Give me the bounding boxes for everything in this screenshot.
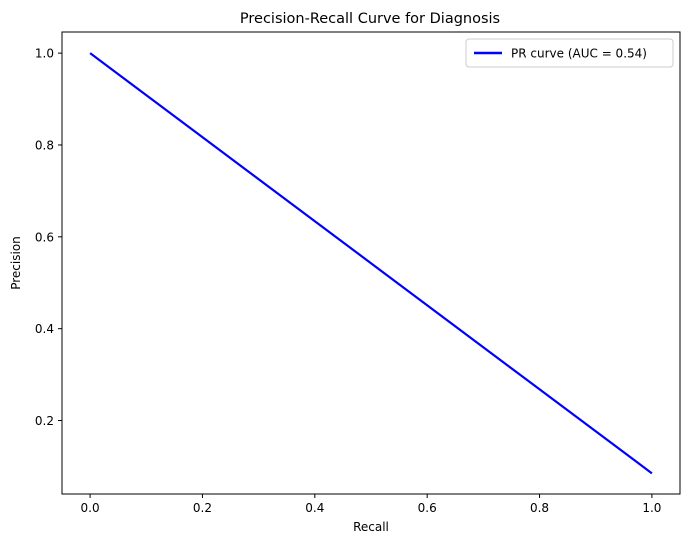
y-tick-label: 1.0 bbox=[35, 47, 54, 61]
y-axis-label: Precision bbox=[9, 236, 23, 290]
y-tick-label: 0.6 bbox=[35, 230, 54, 244]
chart-title: Precision-Recall Curve for Diagnosis bbox=[240, 11, 500, 27]
x-tick-label: 0.2 bbox=[193, 501, 212, 515]
x-tick-label: 1.0 bbox=[642, 501, 661, 515]
y-tick-label: 0.4 bbox=[35, 322, 54, 336]
series-line-0 bbox=[89, 52, 653, 475]
x-tick-label: 0.4 bbox=[305, 501, 324, 515]
x-axis-ticks: 0.0 0.2 0.4 0.6 0.8 1.0 bbox=[81, 494, 661, 515]
legend-box bbox=[465, 38, 674, 68]
y-axis-ticks: 0.2 0.4 0.6 0.8 1.0 bbox=[35, 47, 62, 428]
y-tick-label: 0.2 bbox=[35, 414, 54, 428]
x-tick-label: 0.0 bbox=[81, 501, 100, 515]
legend: PR curve (AUC = 0.54) bbox=[465, 38, 674, 68]
x-tick-label: 0.8 bbox=[530, 501, 549, 515]
series-layer bbox=[89, 52, 653, 475]
x-tick-label: 0.6 bbox=[418, 501, 437, 515]
y-tick-label: 0.8 bbox=[35, 138, 54, 152]
x-axis-label: Recall bbox=[353, 520, 389, 534]
plot-area: 0.0 0.2 0.4 0.6 0.8 1.0 0.2 0.4 0.6 0.8 1.0 bbox=[35, 31, 681, 515]
legend-entry-label: PR curve (AUC = 0.54) bbox=[511, 47, 647, 61]
